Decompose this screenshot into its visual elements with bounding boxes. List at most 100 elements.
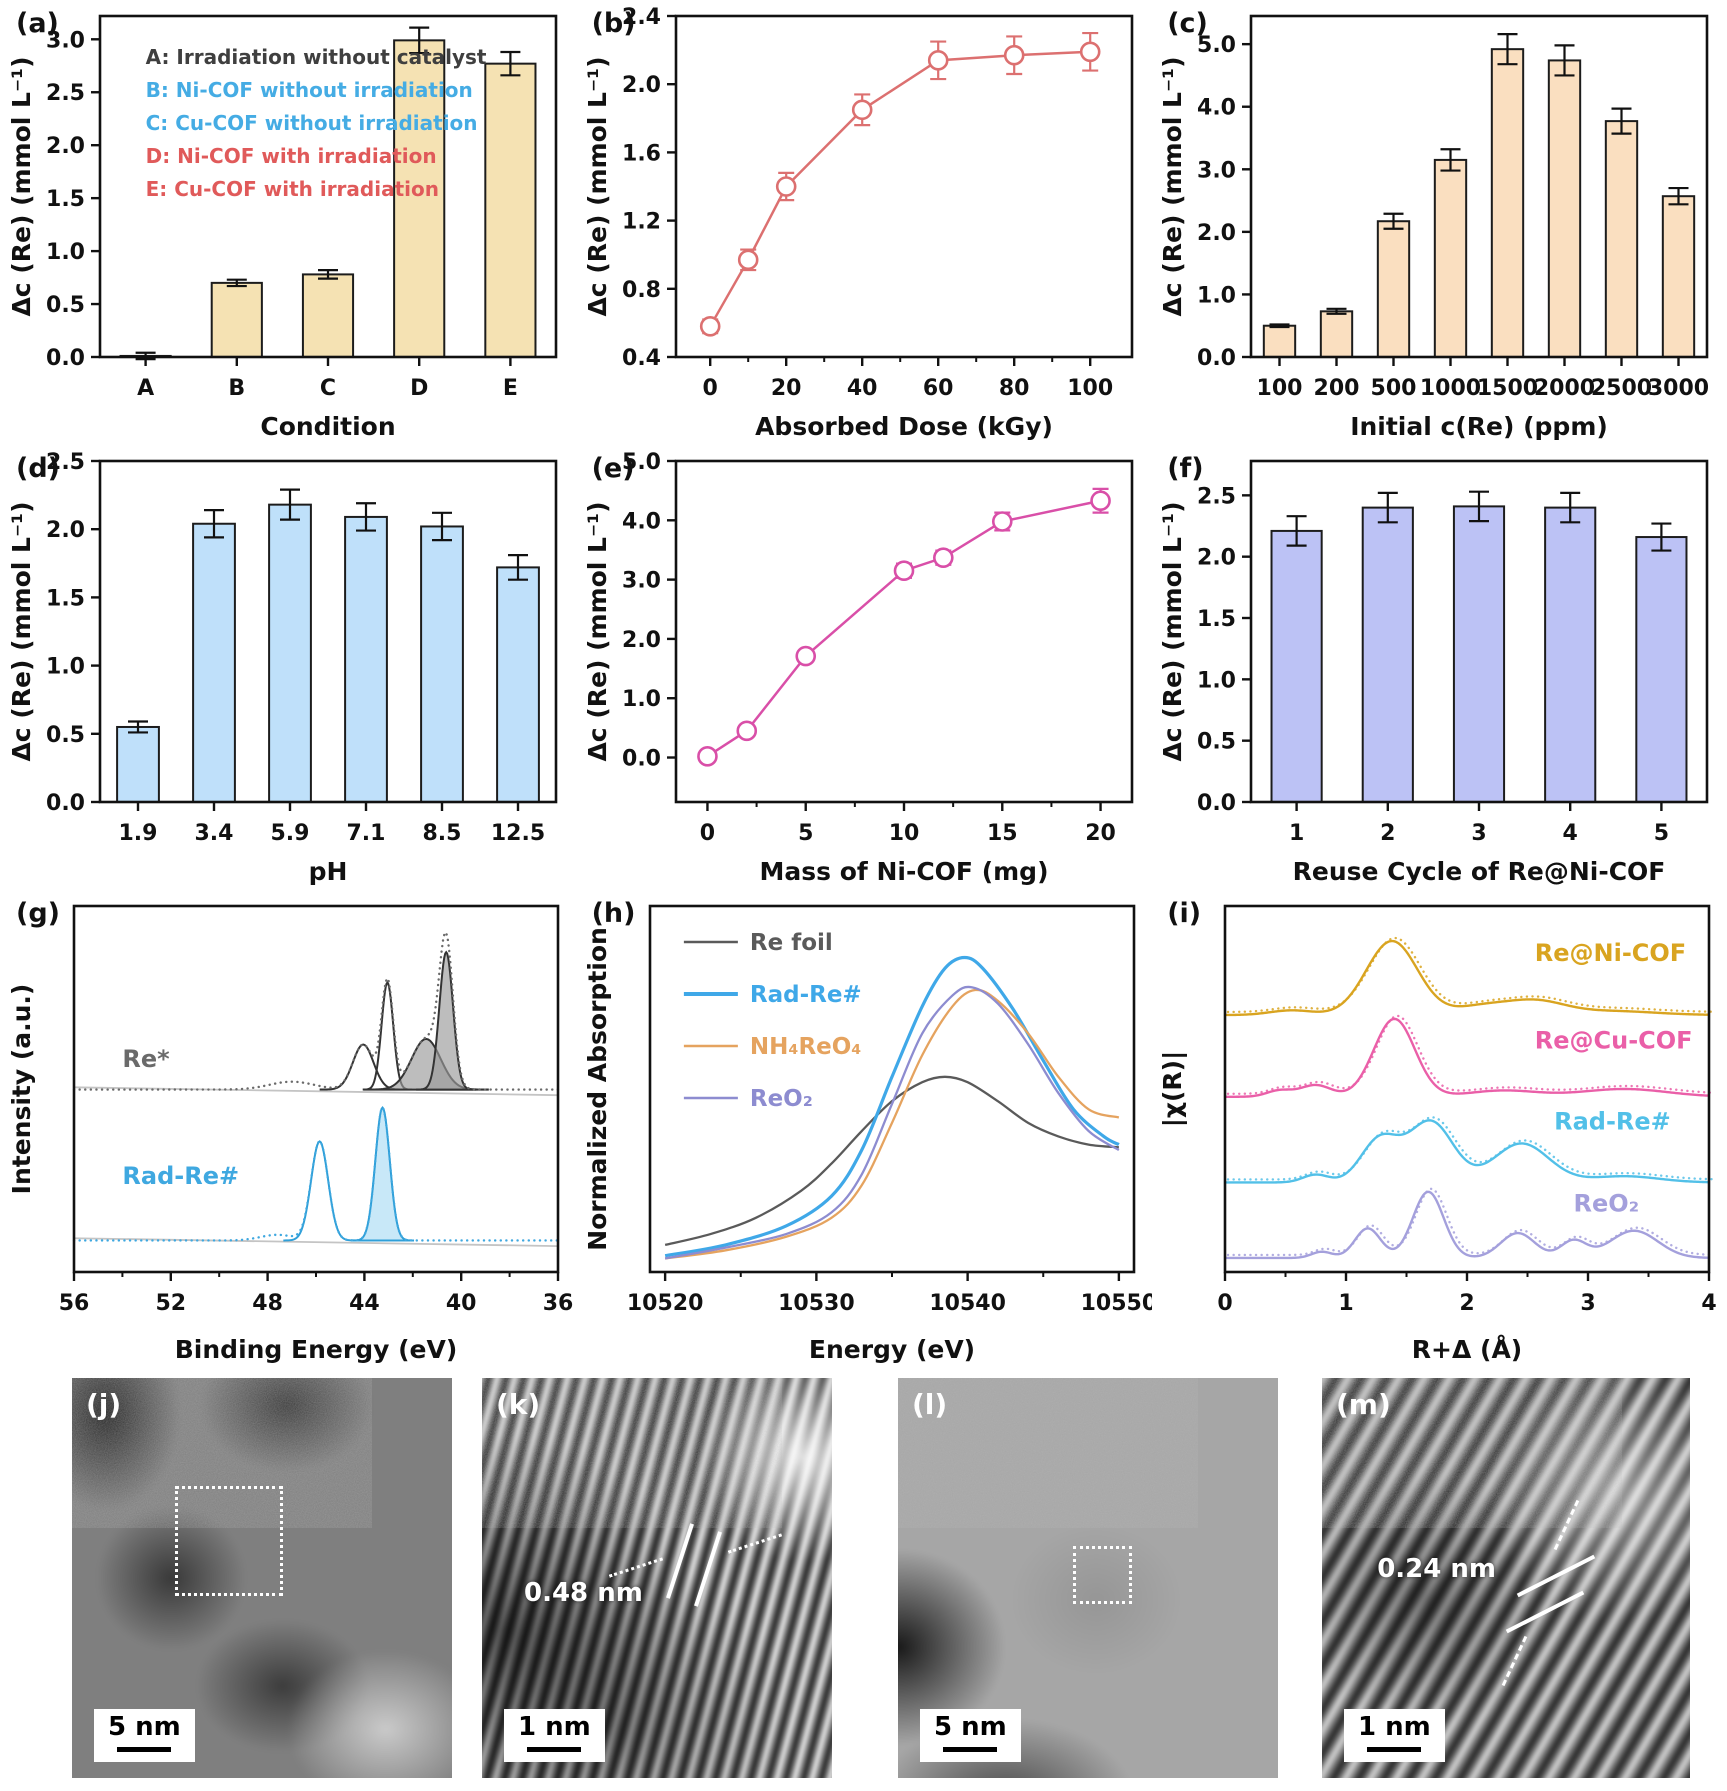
chart-condition-bar: A B C D E 0.0 0.5 1.0 1.5 2.0 2.5 3.0 Condition Δc (R… [0, 0, 576, 445]
svg-text:500: 500 [1371, 376, 1417, 401]
svg-text:52: 52 [155, 1291, 186, 1316]
scale-bar-box: 1 nm [504, 1709, 605, 1762]
scale-bar [943, 1747, 998, 1752]
svg-text:R+Δ (Å): R+Δ (Å) [1412, 1335, 1522, 1364]
svg-text:36: 36 [543, 1291, 574, 1316]
panel-label-g: (g) [16, 898, 61, 929]
chart-initial-concentration-bar: 100 200 500 1000 1500 2000 2500 3000 0.0 1.0 2.0 3.… [1151, 0, 1727, 445]
panel-i: (i) Re@Ni-COF Re@Cu-COF Rad-Re# ReO₂ 0 1 2 3 4 R+… [1151, 890, 1727, 1368]
svg-text:3.4: 3.4 [195, 821, 234, 846]
svg-text:1: 1 [1289, 821, 1304, 846]
svg-text:2.0: 2.0 [46, 134, 85, 159]
tem-m-noise [1322, 1378, 1622, 1528]
chart-xanes-curves: 10520 10530 10540 10550 Energy (eV) Normalize… [576, 890, 1157, 1368]
panel-b: (b) 0 20 40 60 80 100 0.4 0.8 1.2 1.6 2.0 2.4 Absorb… [576, 0, 1152, 445]
svg-text:1500: 1500 [1477, 376, 1538, 401]
svg-text:0: 0 [702, 376, 717, 401]
svg-text:4.0: 4.0 [622, 509, 661, 534]
svg-text:1.0: 1.0 [1197, 283, 1236, 308]
svg-text:Reuse Cycle of Re@Ni-COF: Reuse Cycle of Re@Ni-COF [1293, 857, 1666, 886]
scale-bar-box: 1 nm [1344, 1709, 1445, 1762]
panel-a: (a) A B C D E 0.0 0.5 1.0 1.5 2.0 2.5 3.0 Condition Δ… [0, 0, 576, 445]
panel-label-i: (i) [1167, 898, 1202, 929]
svg-text:Re@Cu-COF: Re@Cu-COF [1535, 1027, 1693, 1055]
lattice-spacing-annotation: 0.24 nm [1377, 1554, 1496, 1584]
svg-text:5: 5 [1654, 821, 1669, 846]
svg-text:0.0: 0.0 [1197, 346, 1236, 371]
lattice-spacing-annotation: 0.48 nm [524, 1578, 643, 1608]
svg-text:2.4: 2.4 [622, 5, 661, 30]
svg-text:2.5: 2.5 [46, 81, 85, 106]
panel-label-h: (h) [591, 898, 636, 929]
panel-label-e: (e) [591, 453, 635, 484]
svg-text:C: C [320, 376, 336, 401]
svg-text:Rad-Re#: Rad-Re# [122, 1162, 239, 1190]
scale-bar-box: 5 nm [94, 1709, 195, 1762]
svg-text:10540: 10540 [929, 1291, 1006, 1316]
svg-text:Rad-Re#: Rad-Re# [749, 982, 861, 1008]
svg-text:3.0: 3.0 [622, 569, 661, 594]
chart-row-3: (g) Re* Rad-Re# 56 52 48 44 40 36 Binding Energy… [0, 890, 1727, 1368]
svg-text:2.0: 2.0 [622, 628, 661, 653]
roi-box [1072, 1546, 1132, 1604]
svg-text:100: 100 [1257, 376, 1303, 401]
svg-text:E: E [503, 376, 518, 401]
svg-text:0.0: 0.0 [1197, 791, 1236, 816]
panel-e: (e) 0 5 10 15 20 0.0 1.0 2.0 3.0 4.0 5.0 Mass of Ni… [576, 445, 1152, 890]
svg-text:Absorbed Dose (kGy): Absorbed Dose (kGy) [755, 412, 1053, 441]
svg-text:48: 48 [252, 1291, 283, 1316]
svg-text:5.9: 5.9 [271, 821, 310, 846]
chart-dose-line: 0 20 40 60 80 100 0.4 0.8 1.2 1.6 2.0 2.4 Absorbed D… [576, 0, 1152, 445]
tem-image-k: (k) 0.48 nm 1 nm [482, 1378, 832, 1778]
svg-text:Re@Ni-COF: Re@Ni-COF [1535, 939, 1686, 967]
svg-text:1.5: 1.5 [46, 586, 85, 611]
svg-text:4.0: 4.0 [1197, 96, 1236, 121]
chart-svg-g: Re* Rad-Re# 56 52 48 44 40 36 Binding Energy (eV… [7, 904, 574, 1364]
chart-ph-bar: 1.9 3.4 5.9 7.1 8.5 12.5 0.0 0.5 1.0 1.5 2.0 2.5 pH Δ… [0, 445, 576, 890]
svg-text:Mass of Ni-COF (mg): Mass of Ni-COF (mg) [759, 857, 1048, 886]
svg-text:D: D [410, 376, 428, 401]
svg-text:1.0: 1.0 [46, 240, 85, 265]
svg-text:Initial c(Re) (ppm): Initial c(Re) (ppm) [1350, 412, 1608, 441]
chart-svg-b: 0 20 40 60 80 100 0.4 0.8 1.2 1.6 2.0 2.4 Absorbed D… [583, 5, 1133, 441]
svg-text:10: 10 [888, 821, 919, 846]
svg-text:Condition: Condition [260, 412, 395, 441]
scale-bar [117, 1747, 172, 1752]
panel-label-f: (f) [1167, 453, 1204, 484]
svg-text:0: 0 [699, 821, 714, 846]
scale-bar-label: 1 nm [518, 1712, 591, 1743]
svg-text:2000: 2000 [1534, 376, 1595, 401]
chart-exafs-traces: Re@Ni-COF Re@Cu-COF Rad-Re# ReO₂ 0 1 2 3 4 R+Δ (Å… [1151, 890, 1727, 1368]
svg-text:60: 60 [922, 376, 953, 401]
scale-bar-label: 5 nm [934, 1712, 1007, 1743]
svg-text:3: 3 [1581, 1291, 1596, 1316]
svg-text:NH₄ReO₄: NH₄ReO₄ [749, 1034, 861, 1060]
svg-text:Intensity (a.u.): Intensity (a.u.) [7, 984, 36, 1195]
svg-text:0.5: 0.5 [46, 293, 85, 318]
svg-text:1.0: 1.0 [46, 655, 85, 680]
svg-text:4: 4 [1563, 821, 1578, 846]
svg-text:80: 80 [998, 376, 1029, 401]
chart-xps-spectra: Re* Rad-Re# 56 52 48 44 40 36 Binding Energy (eV… [0, 890, 576, 1368]
svg-text:5.0: 5.0 [1197, 33, 1236, 58]
chart-row-2: (d) 1.9 3.4 5.9 7.1 8.5 12.5 0.0 0.5 1.0 1.5 2.0 2.… [0, 445, 1727, 890]
svg-text:|χ(R)|: |χ(R)| [1158, 1051, 1187, 1128]
svg-text:0.0: 0.0 [46, 791, 85, 816]
tem-k-noise [482, 1378, 782, 1528]
svg-text:1.5: 1.5 [1197, 607, 1236, 632]
scale-bar [527, 1747, 582, 1752]
tem-image-m: (m) 0.24 nm 1 nm [1322, 1378, 1690, 1778]
panel-h: (h) 10520 10530 10540 10550 Energy (eV) Norma… [576, 890, 1157, 1368]
svg-text:ReO₂: ReO₂ [1574, 1190, 1640, 1218]
svg-text:1.2: 1.2 [622, 210, 661, 235]
svg-text:40: 40 [446, 1291, 477, 1316]
svg-text:ReO₂: ReO₂ [749, 1086, 812, 1112]
svg-text:Re foil: Re foil [749, 930, 832, 956]
svg-text:3000: 3000 [1648, 376, 1709, 401]
svg-text:10550: 10550 [1080, 1291, 1151, 1316]
svg-text:20: 20 [1085, 821, 1116, 846]
svg-text:2: 2 [1380, 821, 1395, 846]
svg-text:Energy (eV): Energy (eV) [808, 1335, 974, 1364]
svg-text:A: Irradiation without catalys: A: Irradiation without catalyst [146, 45, 487, 69]
